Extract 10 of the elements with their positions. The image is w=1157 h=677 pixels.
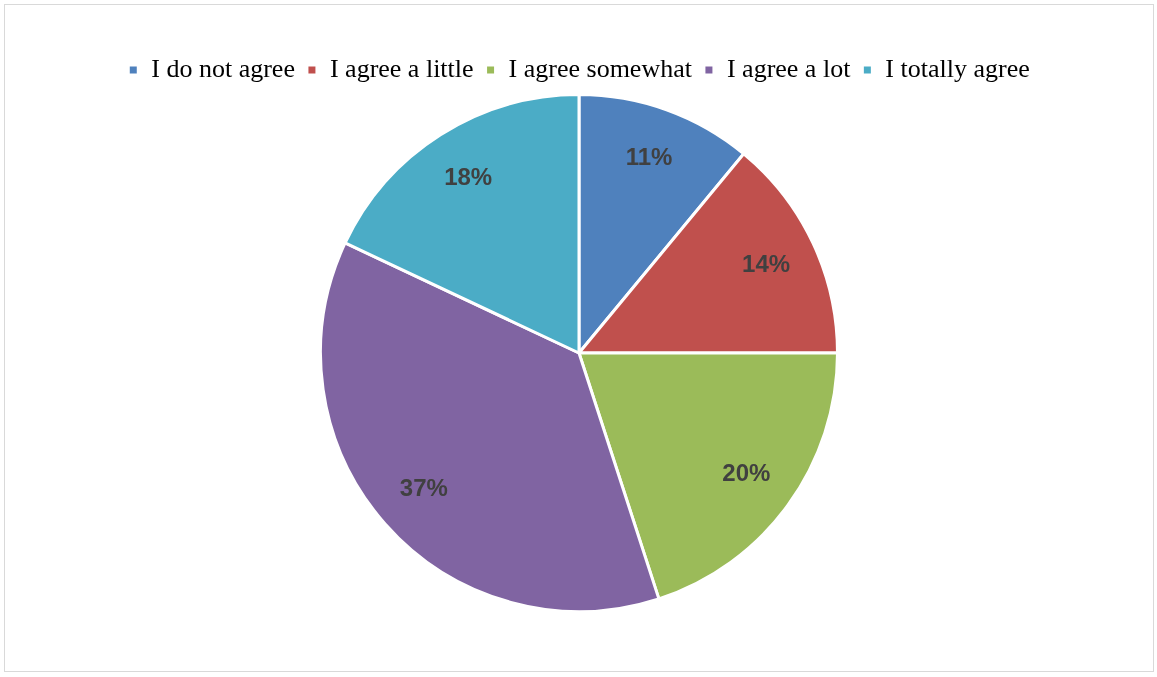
data-label: 14% xyxy=(742,249,791,277)
data-label: 18% xyxy=(444,163,493,191)
data-label: 37% xyxy=(399,474,448,502)
legend-label: I agree a lot xyxy=(726,53,852,83)
legend-label: I agree somewhat xyxy=(508,53,693,83)
data-label: 20% xyxy=(722,459,771,487)
legend-label: I agree a little xyxy=(329,53,474,83)
legend-label: I totally agree xyxy=(885,53,1030,83)
legend-label: I do not agree xyxy=(151,53,295,83)
data-label: 11% xyxy=(625,143,673,171)
